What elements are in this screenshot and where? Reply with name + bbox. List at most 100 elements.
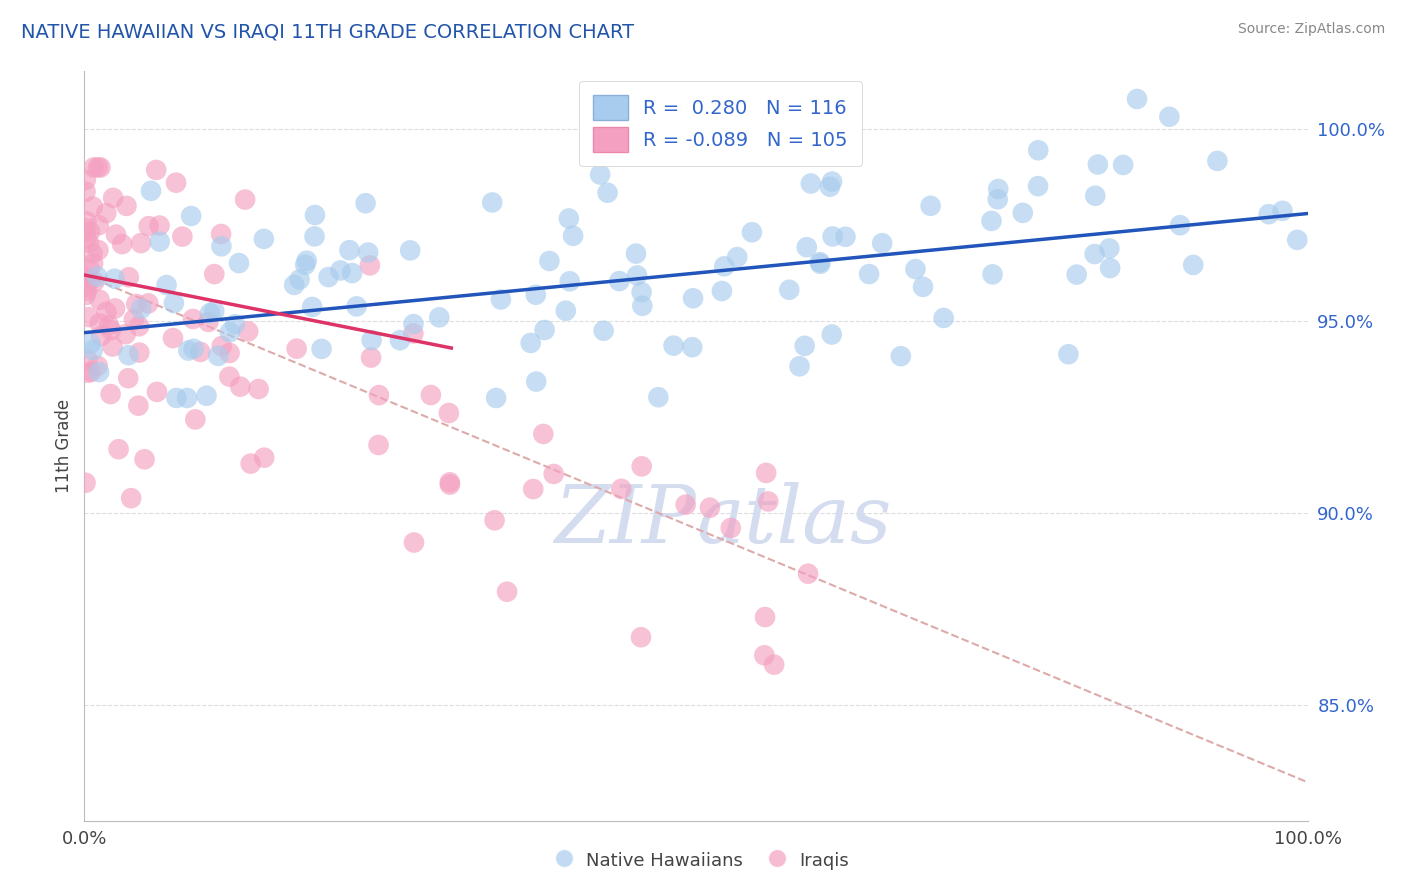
- Point: [329, 263, 352, 277]
- Point: [218, 369, 240, 384]
- Point: [304, 229, 326, 244]
- Point: [346, 299, 368, 313]
- Point: [233, 193, 256, 207]
- Point: [172, 229, 194, 244]
- Point: [101, 339, 124, 353]
- Point: [118, 270, 141, 285]
- Point: [725, 250, 748, 264]
- Point: [117, 371, 139, 385]
- Point: [76, 352, 98, 367]
- Point: [754, 648, 776, 663]
- Point: [360, 333, 382, 347]
- Point: [236, 324, 259, 338]
- Point: [76, 214, 98, 228]
- Point: [129, 235, 152, 250]
- Point: [82, 256, 104, 270]
- Point: [79, 336, 101, 351]
- Text: atlas: atlas: [696, 483, 891, 559]
- Point: [1159, 110, 1181, 124]
- Point: [596, 186, 619, 200]
- Point: [789, 359, 811, 374]
- Point: [195, 389, 218, 403]
- Point: [253, 450, 276, 465]
- Point: [359, 259, 381, 273]
- Point: [1257, 207, 1279, 221]
- Point: [90, 329, 112, 343]
- Point: [86, 269, 108, 284]
- Point: [987, 182, 1010, 196]
- Point: [522, 482, 544, 496]
- Point: [77, 310, 100, 324]
- Point: [75, 288, 97, 302]
- Point: [162, 331, 184, 345]
- Point: [681, 340, 703, 354]
- Point: [1126, 92, 1149, 106]
- Point: [79, 261, 101, 276]
- Point: [100, 387, 122, 401]
- Point: [531, 426, 554, 441]
- Point: [808, 257, 831, 271]
- Point: [198, 306, 221, 320]
- Point: [607, 274, 630, 288]
- Point: [1098, 242, 1121, 256]
- Point: [911, 280, 934, 294]
- Point: [756, 494, 779, 508]
- Point: [218, 346, 240, 360]
- Point: [554, 303, 576, 318]
- Point: [149, 235, 172, 249]
- Y-axis label: 11th Grade: 11th Grade: [55, 399, 73, 493]
- Point: [136, 296, 159, 310]
- Text: ZIP: ZIP: [554, 483, 696, 559]
- Point: [122, 312, 145, 326]
- Point: [75, 221, 97, 235]
- Point: [86, 359, 108, 373]
- Point: [318, 270, 340, 285]
- Point: [211, 339, 233, 353]
- Point: [283, 277, 305, 292]
- Point: [75, 475, 97, 490]
- Point: [682, 291, 704, 305]
- Point: [148, 219, 170, 233]
- Point: [107, 442, 129, 457]
- Point: [626, 268, 648, 283]
- Point: [209, 239, 232, 253]
- Point: [239, 457, 262, 471]
- Point: [207, 349, 229, 363]
- Point: [484, 513, 506, 527]
- Point: [294, 258, 316, 272]
- Point: [699, 500, 721, 515]
- Point: [165, 176, 187, 190]
- Point: [402, 317, 425, 331]
- Point: [558, 211, 581, 226]
- Point: [399, 244, 422, 258]
- Point: [304, 208, 326, 222]
- Point: [821, 229, 844, 244]
- Point: [624, 246, 647, 260]
- Point: [125, 297, 148, 311]
- Point: [83, 161, 105, 175]
- Point: [1011, 206, 1033, 220]
- Point: [176, 391, 198, 405]
- Point: [427, 310, 450, 325]
- Point: [180, 209, 202, 223]
- Point: [402, 535, 425, 549]
- Point: [932, 310, 955, 325]
- Point: [197, 315, 219, 329]
- Point: [98, 318, 121, 333]
- Point: [439, 477, 461, 491]
- Point: [165, 391, 187, 405]
- Point: [104, 301, 127, 316]
- Point: [755, 466, 778, 480]
- Point: [339, 243, 361, 257]
- Point: [111, 237, 134, 252]
- Legend: R =  0.280   N = 116, R = -0.089   N = 105: R = 0.280 N = 116, R = -0.089 N = 105: [579, 81, 862, 166]
- Point: [538, 254, 561, 268]
- Point: [630, 459, 652, 474]
- Point: [155, 278, 177, 293]
- Point: [710, 284, 733, 298]
- Point: [720, 521, 742, 535]
- Point: [75, 231, 97, 245]
- Point: [202, 304, 225, 318]
- Point: [301, 300, 323, 314]
- Point: [360, 351, 382, 365]
